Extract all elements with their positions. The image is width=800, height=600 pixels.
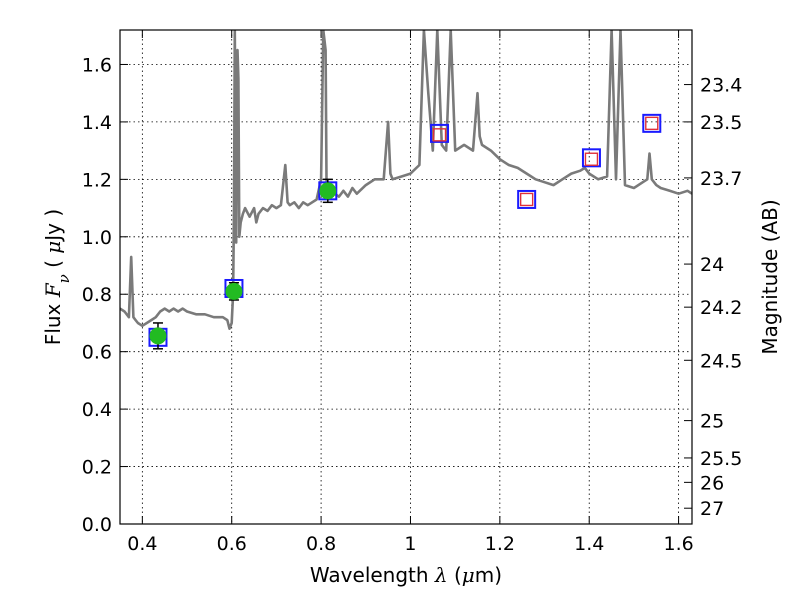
marker-layer [148, 113, 662, 350]
y-tick-label: 1.4 [82, 112, 112, 134]
x-tick-label: 0.6 [217, 533, 247, 555]
x-tick-label: 0.4 [127, 533, 157, 555]
x-tick-label: 1 [404, 533, 416, 555]
y-tick-label: 0.8 [82, 284, 112, 306]
magnitude-tick-label: 23.4 [700, 75, 742, 97]
model-photometry-point [581, 148, 601, 168]
x-tick-label: 1.6 [663, 533, 693, 555]
observed-detection-point [319, 182, 337, 200]
x-axis-label: Wavelength λ (μm) [310, 563, 502, 587]
plot-frame [119, 29, 693, 525]
magnitude-tick-label: 24.2 [700, 297, 742, 319]
plot-background [120, 30, 692, 524]
observed-open-point [584, 152, 599, 166]
axis-ticks [120, 30, 692, 525]
observed-open-point [432, 128, 447, 142]
magnitude-tick-label: 25 [700, 411, 724, 433]
y-axis-label: Flux Fν ( μJy ) [41, 209, 73, 345]
observed-detection-point [149, 327, 167, 345]
magnitude-tick-label: 23.7 [700, 168, 742, 190]
y-tick-label: 0.0 [82, 514, 112, 536]
observed-open-point [519, 192, 534, 207]
x-tick-label: 1.4 [574, 533, 604, 555]
y-tick-label: 0.4 [82, 399, 112, 421]
magnitude-tick-label: 24 [700, 254, 724, 276]
y-tick-label: 0.2 [82, 457, 112, 479]
x-tick-label: 0.8 [306, 533, 336, 555]
y-tick-label: 1.2 [82, 169, 112, 191]
y-tick-label: 1.6 [82, 54, 112, 76]
y-tick-label: 1.0 [82, 227, 112, 249]
model-photometry-point [430, 123, 450, 143]
magnitude-tick-label: 27 [700, 498, 724, 520]
magnitude-tick-label: 25.5 [700, 448, 742, 470]
y2-axis-label: Magnitude (AB) [758, 199, 782, 354]
observed-detection-point [225, 282, 243, 300]
model-photometry-point [642, 113, 662, 133]
x-tick-label: 1.2 [485, 533, 515, 555]
magnitude-tick-label: 23.5 [700, 112, 742, 134]
observed-open-point [645, 116, 659, 131]
y-tick-label: 0.6 [82, 342, 112, 364]
magnitude-tick-label: 26 [700, 472, 724, 494]
magnitude-tick-label: 24.5 [700, 350, 742, 372]
model-photometry-point [517, 189, 537, 209]
